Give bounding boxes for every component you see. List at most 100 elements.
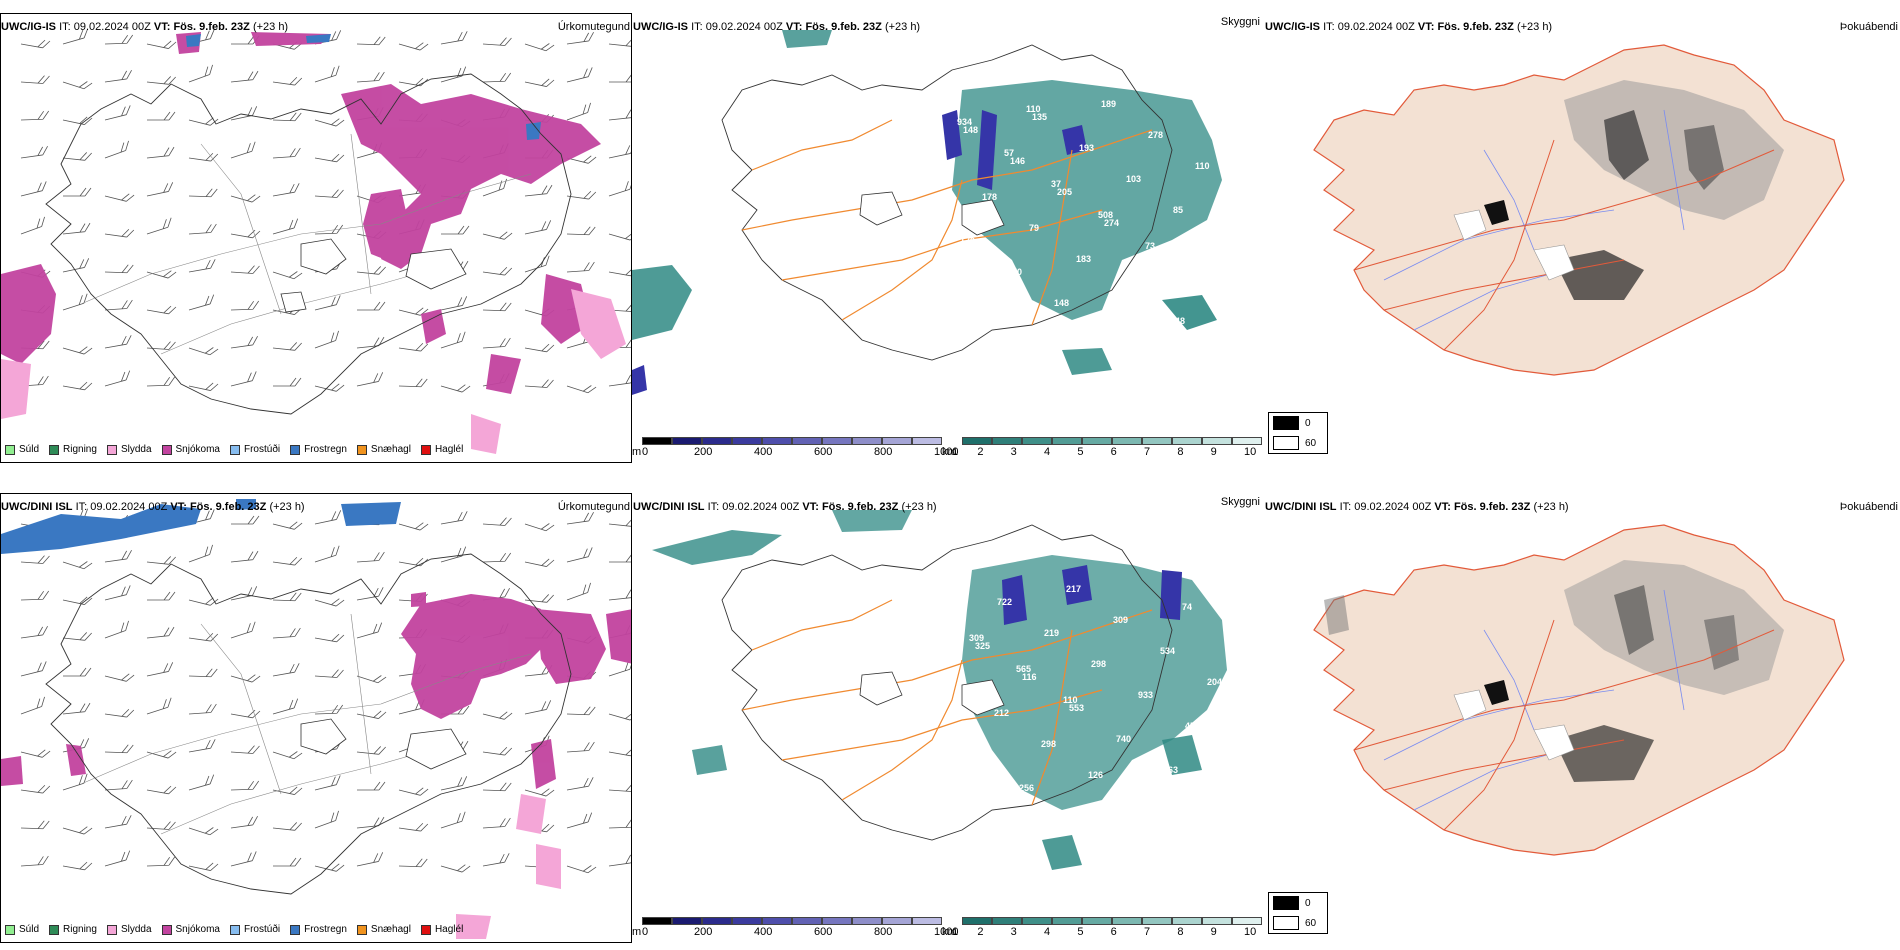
legend-item: Snæhagl — [356, 924, 411, 935]
colorbar-cell — [1142, 437, 1172, 445]
header-row1-cloud: UWC/IG-IS IT: 09.02.2024 00Z VT: Fös. 9.… — [633, 20, 920, 34]
colorbar-cell — [1052, 917, 1082, 925]
model-name: UWC/IG-IS — [1265, 21, 1320, 33]
legend-item: Súld — [5, 924, 39, 935]
wind-barb — [20, 696, 45, 715]
wind-barb — [230, 70, 259, 83]
wind-barb — [440, 776, 468, 791]
iceland-outline-cloud — [721, 524, 1173, 841]
cloud-map-svg: 325 116 553 740 263 199 722 219 298 933 451 208 256 2… — [652, 510, 1227, 870]
wind-barb — [314, 189, 344, 198]
wind-barb — [272, 592, 302, 602]
cloud-height-label: 508 — [1098, 210, 1113, 220]
lead-time: (+23 h) — [252, 21, 289, 33]
wind-barb — [230, 815, 258, 829]
it-label: IT: — [1323, 21, 1335, 33]
wind-barb — [524, 184, 553, 197]
sleet-areas — [456, 794, 561, 939]
wind-barb — [146, 182, 174, 197]
legend-label: Súld — [19, 444, 40, 455]
colorbar-cell — [762, 437, 792, 445]
colorbar-tick: 3 — [1010, 926, 1017, 938]
rivers-blue — [1383, 589, 1685, 811]
wind-barb — [272, 786, 303, 795]
cloud-height-label: 110 — [1063, 695, 1078, 705]
cloud-height-label: 193 — [1079, 143, 1094, 153]
wind-barb — [314, 633, 345, 643]
colorbar-cell — [1232, 917, 1262, 925]
wind-barb — [524, 379, 554, 388]
wind-barb — [482, 72, 512, 83]
cloud-height-label: 126 — [1088, 770, 1103, 780]
sleet-areas — [1, 289, 626, 454]
wind-barb — [314, 775, 341, 791]
model-name: UWC/IG-IS — [1, 21, 56, 33]
legend-item: Snjókoma — [161, 444, 220, 455]
wind-barb — [608, 712, 631, 721]
wind-barb — [230, 106, 258, 121]
wind-barb — [188, 597, 219, 606]
cloud-height-label: 183 — [1076, 254, 1091, 264]
wind-barb — [146, 856, 176, 867]
wind-barb — [482, 266, 513, 276]
cloud-legend-label: 0 — [1305, 417, 1311, 429]
wind-barb — [272, 76, 303, 86]
wind-barb — [146, 40, 177, 49]
wind-barb — [104, 850, 131, 867]
wind-barbs — [20, 508, 631, 874]
cloud-legend-row: 60 — [1269, 433, 1327, 453]
cloud-height-label: 170 — [1007, 267, 1022, 277]
wind-barb — [104, 264, 134, 274]
cloud-height-label: 178 — [982, 192, 997, 202]
wind-barb — [566, 777, 594, 791]
cloud-height-label: 934 — [957, 117, 972, 127]
wind-barb — [440, 331, 466, 349]
visibility-colorbar-row2 — [962, 917, 1262, 925]
colorbar-tick: 2 — [977, 926, 984, 938]
colorbar-cell — [992, 917, 1022, 925]
colorbar-tick: 4 — [1044, 446, 1051, 458]
cloud-height-label: 208 — [972, 752, 987, 762]
wind-barb — [482, 302, 512, 312]
colorbar-cell — [642, 917, 672, 925]
wind-barb — [62, 561, 93, 570]
legend-item: Haglél — [420, 444, 463, 455]
colorbar-cell — [702, 437, 732, 445]
wind-barb — [524, 78, 555, 87]
wind-barb — [20, 661, 47, 677]
legend-item: Snæhagl — [356, 444, 411, 455]
wind-barb — [188, 347, 219, 356]
wind-barb — [398, 822, 429, 832]
legend-item: Rigning — [49, 444, 97, 455]
lead-time: (+23 h) — [1533, 501, 1569, 513]
wind-barb — [608, 267, 631, 277]
colorbar-cell — [882, 437, 912, 445]
header-row2-cloud: UWC/DINI ISL IT: 09.02.2024 00Z VT: Fös.… — [633, 500, 937, 514]
precip-legend: Súld Rigning Slydda Snjókoma Frostúði Frostre… — [5, 924, 463, 935]
wind-barb — [188, 774, 215, 791]
wind-barb — [188, 739, 216, 753]
cloud-height-label: 148 — [963, 125, 978, 135]
glaciers-fog — [1453, 689, 1575, 761]
wind-barb — [524, 343, 555, 353]
wind-barb — [230, 586, 258, 601]
colorbar-tick: 1 — [952, 446, 959, 458]
wind-barb — [314, 383, 345, 392]
colorbar-cell — [912, 917, 942, 925]
iceland-land-fog — [1313, 44, 1845, 376]
wind-barb — [62, 152, 92, 161]
wind-barb — [188, 294, 215, 311]
wind-barb — [146, 76, 176, 85]
wind-barb — [356, 816, 385, 829]
wind-barb — [20, 181, 47, 197]
colorbar-tick: 1000 — [934, 446, 959, 458]
height-colorbar-labels-row1: m 0 200 400 600 800 1000 — [632, 446, 958, 460]
roads-orange — [741, 119, 1153, 326]
wind-barb — [608, 853, 631, 867]
wind-barb — [188, 544, 213, 563]
wind-barb — [146, 556, 176, 565]
legend-swatch — [356, 924, 367, 935]
wind-barb — [524, 220, 552, 235]
wind-barb — [230, 550, 259, 563]
legend-item: Haglél — [420, 924, 463, 935]
